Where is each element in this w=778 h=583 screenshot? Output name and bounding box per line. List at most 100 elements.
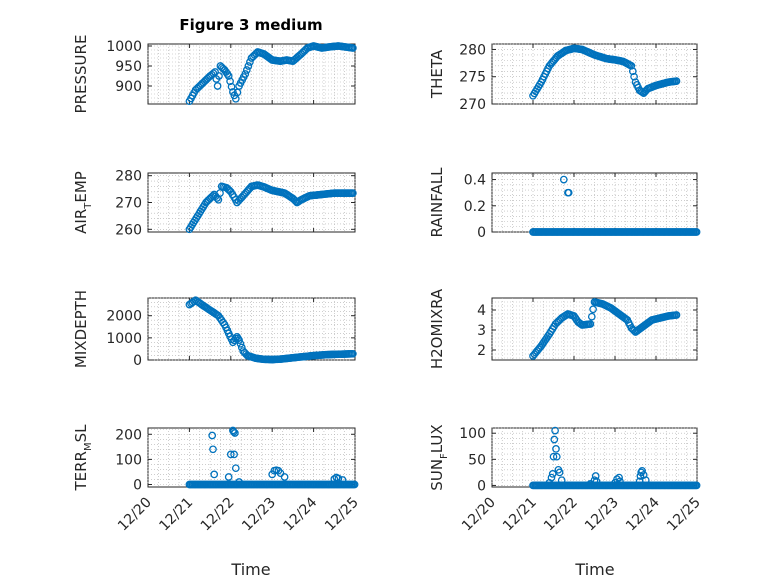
x-tick-label: 12/25 [664, 495, 704, 535]
data-point [224, 72, 233, 80]
data-point [208, 431, 217, 440]
y-axis-label-main: PRESSURE [72, 35, 90, 114]
data-point [213, 82, 222, 90]
y-tick-label: 900 [115, 79, 142, 95]
data-point [209, 191, 217, 200]
y-tick-label: 0 [477, 225, 486, 241]
data-point [587, 312, 596, 321]
data-series [529, 298, 681, 360]
y-tick-label: 0.2 [464, 199, 486, 215]
y-axis-label-sub: F [439, 453, 450, 459]
data-series [185, 296, 357, 364]
data-point [210, 470, 219, 479]
x-axis-label-left: Time [230, 560, 270, 579]
y-tick-label: 280 [459, 42, 486, 58]
data-point [216, 189, 224, 197]
grid [147, 297, 356, 361]
y-axis-label-main: MIXDEPTH [72, 290, 90, 368]
data-point [559, 175, 568, 184]
data-point [638, 466, 646, 475]
y-axis-label: THETA [428, 49, 446, 99]
data-point [227, 82, 236, 91]
y-tick-label: 100 [115, 452, 142, 468]
subplot-rainfall: 0 0.2 0.4 RAINFALL [428, 167, 701, 241]
data-point [276, 469, 285, 478]
data-point [557, 476, 566, 485]
data-point [280, 473, 289, 481]
data-point [235, 336, 243, 344]
data-point [589, 305, 597, 314]
data-point [616, 477, 624, 486]
y-axis-label-main: RAINFALL [428, 167, 446, 238]
data-point [564, 188, 573, 197]
y-tick-label: 50 [468, 452, 486, 468]
y-tick-label: 3 [477, 323, 486, 339]
data-point [552, 452, 561, 461]
data-point [231, 429, 239, 437]
subplot-terr-msl: 0 100 200 12/20 12/21 12/22 12/23 12/24 12/25 TER… [72, 424, 362, 535]
x-tick-label: 12/22 [541, 495, 581, 535]
x-tick-label: 12/25 [322, 495, 362, 535]
data-series [185, 426, 359, 489]
data-point [224, 473, 233, 481]
data-point [550, 435, 559, 444]
subplot-h2omixra: 2 3 4 H2OMIXRA [428, 288, 698, 369]
subplot-mixdepth: 0 1000 2000 MIXDEPTH [72, 290, 357, 369]
data-point [636, 472, 645, 480]
data-point [552, 445, 560, 453]
data-point [242, 66, 251, 74]
subplot-air-temp: 260 270 280 AIRTEMP [72, 169, 357, 238]
data-point [672, 77, 681, 85]
data-point [615, 473, 623, 482]
data-point [334, 474, 343, 483]
x-axis-label-right: Time [574, 560, 614, 579]
x-tick-label: 12/20 [115, 495, 155, 535]
x-tick-label: 12/23 [239, 495, 279, 535]
data-point [236, 339, 245, 348]
data-point [628, 67, 637, 76]
y-axis-label-main: AIR [72, 209, 90, 234]
x-tick-label: 12/23 [582, 495, 622, 535]
x-tick-label: 12/24 [281, 494, 321, 534]
data-point [226, 450, 235, 459]
data-series [185, 181, 357, 234]
x-tick-label: 12/20 [459, 495, 499, 535]
data-series [529, 175, 701, 236]
y-tick-label: 0 [133, 477, 142, 493]
y-axis-label: TERRMSL [72, 424, 94, 492]
data-point [226, 77, 234, 86]
axes-box [147, 427, 356, 488]
data-point [209, 445, 217, 454]
y-tick-label: 275 [459, 70, 486, 86]
data-point [591, 472, 600, 480]
y-axis-label: AIRTEMP [72, 171, 94, 234]
y-tick-label: 200 [115, 427, 142, 443]
y-axis-label: MIXDEPTH [72, 290, 90, 368]
data-series [529, 44, 681, 100]
y-axis-label: RAINFALL [428, 167, 446, 238]
y-tick-label: 950 [115, 59, 142, 75]
y-axis-label-sub: T [83, 202, 94, 210]
data-point [350, 480, 359, 489]
data-point [547, 473, 556, 482]
y-axis-label-main: THETA [428, 49, 446, 99]
data-point [349, 349, 357, 358]
x-tick-label: 12/24 [623, 494, 663, 534]
data-point [555, 468, 564, 477]
y-tick-label: 0 [477, 478, 486, 494]
data-point [349, 44, 357, 52]
subplot-pressure: 900 950 1000 PRESSURE [72, 35, 357, 114]
y-axis-label-tail: EMP [72, 171, 90, 202]
y-axis-label-main: SUN [428, 459, 446, 491]
data-point [230, 450, 238, 459]
data-point [231, 464, 240, 473]
data-point [592, 477, 601, 486]
x-tick-label: 12/21 [156, 495, 196, 535]
y-axis-label: H2OMIXRA [428, 288, 446, 369]
y-axis-label: SUNFLUX [428, 424, 450, 490]
y-axis-label-tail: SL [72, 424, 90, 443]
subplot-theta: 270 275 280 THETA [428, 42, 698, 113]
data-point [211, 68, 219, 76]
